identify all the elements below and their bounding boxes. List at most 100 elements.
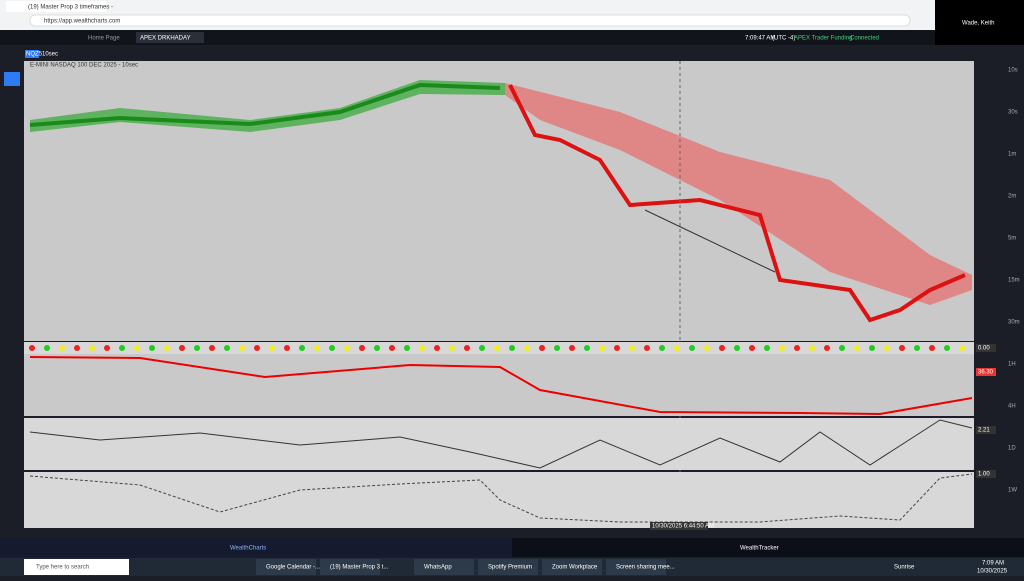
signal-dot <box>809 345 815 351</box>
signal-dot <box>59 345 65 351</box>
taskbar-app[interactable] <box>320 559 380 575</box>
timeframe[interactable]: 1D <box>1008 446 1016 452</box>
signal-dot <box>269 345 275 351</box>
signal-dot <box>74 345 80 351</box>
bottom-tab[interactable]: WealthTracker <box>740 546 779 552</box>
timeframe[interactable]: 30m <box>1008 320 1020 326</box>
indicator-value: 0.00 <box>978 346 990 352</box>
signal-dot <box>134 345 140 351</box>
signal-dot <box>449 345 455 351</box>
instrument: E-MINI NASDAQ 100 DEC 2025 - 10sec <box>30 63 138 69</box>
status: Connected <box>850 36 879 42</box>
value-tag <box>976 344 996 352</box>
taskbar-label: Google Calendar -... <box>266 565 320 571</box>
clock: 7:09 AM <box>982 561 1004 567</box>
signal-dot <box>719 345 725 351</box>
signal-dot <box>764 345 770 351</box>
add-button[interactable] <box>4 72 20 86</box>
signal-dot <box>509 345 515 351</box>
signal-dot <box>869 345 875 351</box>
price-candles <box>508 84 966 323</box>
interval: 10sec <box>42 52 58 58</box>
signal-dot <box>674 345 680 351</box>
url: https://app.wealthcharts.com <box>44 19 120 25</box>
signal-dot <box>419 345 425 351</box>
signal-dot <box>794 345 800 351</box>
browser-tab[interactable] <box>6 1 106 12</box>
timeframe[interactable]: 1H <box>1008 362 1016 368</box>
toolbar <box>0 45 24 530</box>
signal-dot <box>734 345 740 351</box>
signal-dot <box>374 345 380 351</box>
signal-dot <box>824 345 830 351</box>
value-tag <box>976 426 996 434</box>
timeframe[interactable]: 10s <box>1008 68 1018 74</box>
timeframe[interactable]: 30s <box>1008 110 1018 116</box>
signal-dot <box>599 345 605 351</box>
stoch-pane <box>24 472 974 528</box>
signal-dot <box>104 345 110 351</box>
timeframe[interactable]: 4H <box>1008 404 1016 410</box>
symbol-box[interactable] <box>25 50 39 58</box>
signal-dot <box>929 345 935 351</box>
taskbar-app[interactable] <box>256 559 316 575</box>
signal-dot <box>314 345 320 351</box>
trend-line <box>644 209 776 273</box>
signal-dot <box>404 345 410 351</box>
timeframe[interactable]: 1W <box>1008 488 1017 494</box>
taskbar-app[interactable] <box>414 559 474 575</box>
clock: 7:09:47 AM <box>745 36 775 42</box>
symbol: NQZ5 <box>26 52 43 58</box>
signal-dot <box>179 345 185 351</box>
signal-dot <box>329 345 335 351</box>
trend-pane <box>24 354 974 416</box>
signal-dot <box>614 345 620 351</box>
signal-dot <box>164 345 170 351</box>
address-bar[interactable] <box>29 14 911 27</box>
signal-dot <box>89 345 95 351</box>
signal-dot <box>344 345 350 351</box>
timeframe[interactable]: 15m <box>1008 278 1020 284</box>
signal-dot <box>569 345 575 351</box>
value-tag <box>976 368 996 376</box>
signal-dot <box>299 345 305 351</box>
indicator-value: 36.30 <box>978 370 994 376</box>
timeframe[interactable]: 5m <box>1008 236 1016 242</box>
timeframe[interactable]: 1m <box>1008 152 1016 158</box>
signal-dot <box>959 345 965 351</box>
signal-dot <box>584 345 590 351</box>
taskbar-label: Screen sharing mee... <box>616 565 675 571</box>
account: APEX Trader Funding <box>794 36 852 42</box>
app-header <box>0 30 935 45</box>
app-tab[interactable]: Home Page <box>88 36 120 42</box>
taskbar-app[interactable] <box>478 559 538 575</box>
signal-dot <box>239 345 245 351</box>
value-tag <box>976 470 996 478</box>
signal-dot <box>944 345 950 351</box>
indicator-line <box>29 356 973 416</box>
time-box <box>650 522 708 530</box>
search-box[interactable] <box>24 559 129 575</box>
search-text: Type here to search <box>36 565 89 571</box>
signal-dot <box>689 345 695 351</box>
taskbar-app[interactable] <box>542 559 602 575</box>
signal-dot <box>914 345 920 351</box>
chart-header <box>24 45 974 61</box>
signal-dot <box>389 345 395 351</box>
app-tab[interactable]: APEX DRKHADAY <box>140 36 191 42</box>
signal-dot <box>284 345 290 351</box>
osc-pane <box>24 418 974 470</box>
signal-dot <box>254 345 260 351</box>
signal-dot <box>629 345 635 351</box>
tab-title: (19) Master Prop 3 timeframes - <box>28 5 113 11</box>
bottom-tab[interactable]: WealthCharts <box>230 546 266 552</box>
signal-dot <box>524 345 530 351</box>
taskbar-label: Spotify Premium <box>488 565 532 571</box>
signal-dot <box>119 345 125 351</box>
timeframe[interactable]: 2m <box>1008 194 1016 200</box>
signal-dot <box>539 345 545 351</box>
signal-dot <box>779 345 785 351</box>
active-tab-bg <box>136 32 204 43</box>
taskbar-app[interactable] <box>606 559 666 575</box>
